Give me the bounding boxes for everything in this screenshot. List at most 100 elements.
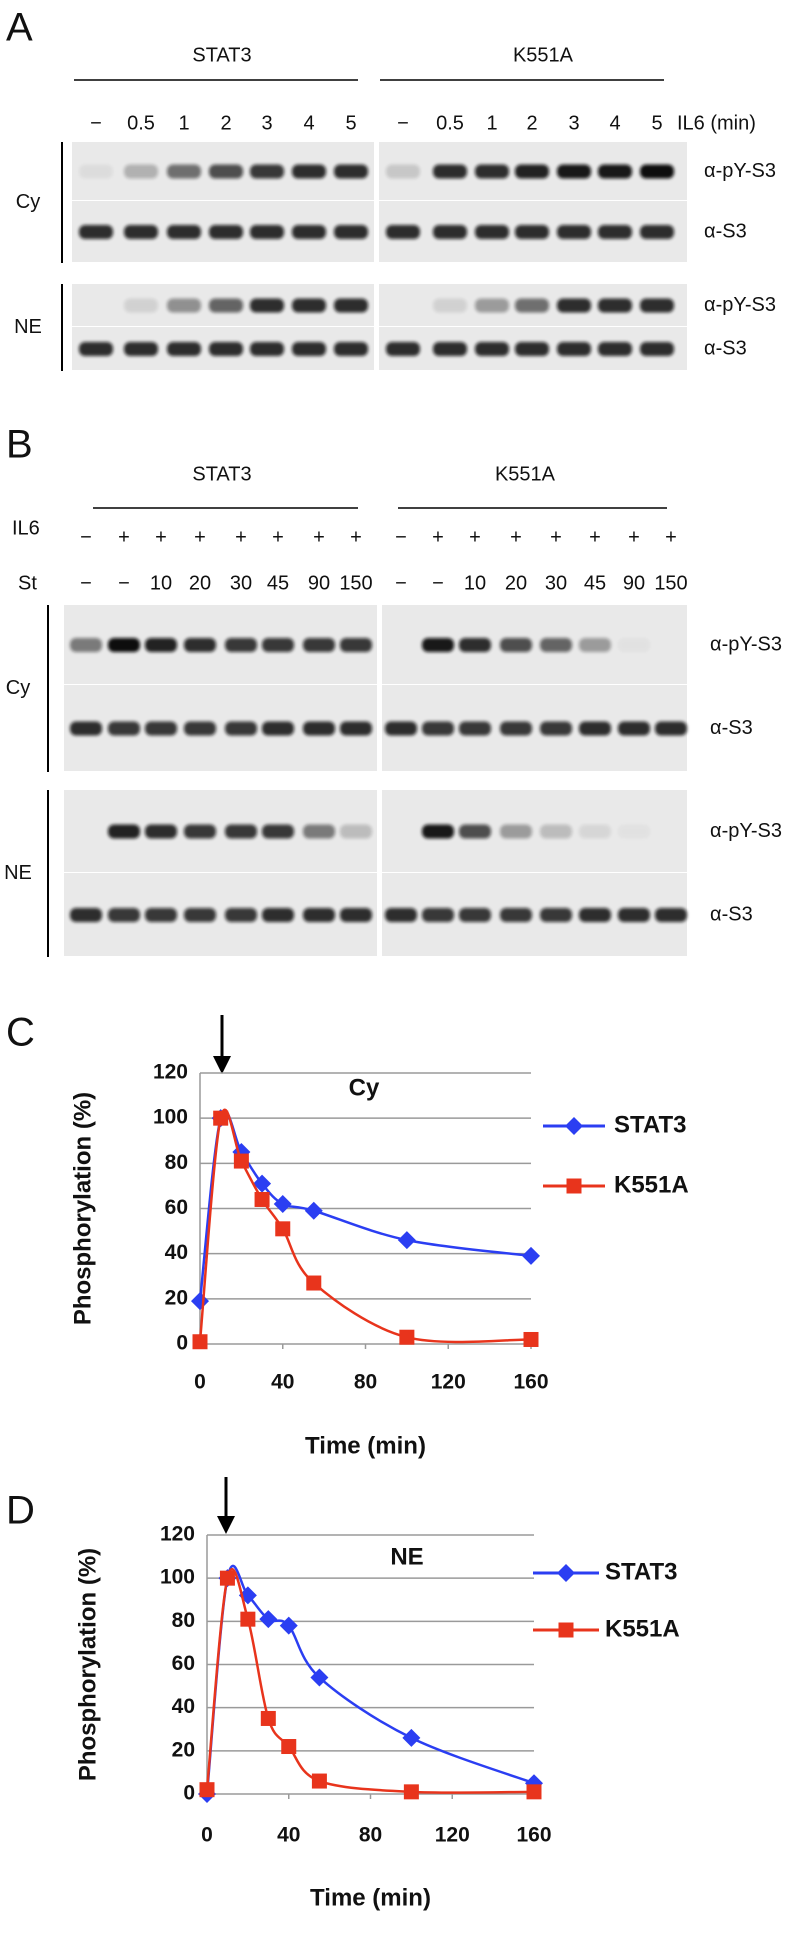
band <box>579 638 611 652</box>
band <box>618 638 650 652</box>
lane-label: − <box>80 572 92 594</box>
band <box>640 164 674 179</box>
point <box>306 1275 322 1291</box>
x-axis-label: Time (min) <box>305 1432 426 1459</box>
band <box>303 638 335 652</box>
lane-label: 4 <box>303 112 314 134</box>
band <box>540 824 572 839</box>
antibody-label: α-S3 <box>710 717 753 739</box>
fraction-label: Cy <box>16 191 40 213</box>
lane-label: + <box>510 526 522 548</box>
antibody-label: α-pY-S3 <box>704 160 776 182</box>
lane-label: + <box>628 526 640 548</box>
lane-label: − <box>80 526 92 548</box>
panel-d: D 0 20 40 60 80 100 120 0 40 80 120 160 NE Time (min) P… <box>6 1477 680 1911</box>
band <box>475 342 509 356</box>
band <box>422 721 454 736</box>
band <box>124 164 158 179</box>
series-line <box>205 1564 535 1795</box>
x-axis-label: Time (min) <box>310 1884 431 1911</box>
lane-label: + <box>350 526 362 548</box>
y-tick-label: 80 <box>165 1151 188 1174</box>
band <box>340 721 372 736</box>
lane-label: 5 <box>345 112 356 134</box>
y-tick-label: 20 <box>172 1738 195 1761</box>
legend-label: STAT3 <box>614 1111 686 1138</box>
point <box>192 1334 208 1350</box>
band <box>334 298 368 313</box>
lane-label: + <box>550 526 562 548</box>
antibody-label: α-S3 <box>710 903 753 925</box>
band <box>225 824 257 839</box>
lane-label: − <box>395 572 407 594</box>
band <box>422 824 454 839</box>
lane-label: + <box>194 526 206 548</box>
y-tick-label: 20 <box>165 1286 188 1309</box>
band <box>515 225 549 239</box>
y-tick-label: 120 <box>160 1523 195 1546</box>
band <box>262 824 294 839</box>
band <box>145 638 177 652</box>
point <box>219 1570 235 1586</box>
band <box>540 908 572 922</box>
group-label: STAT3 <box>192 44 251 66</box>
band <box>124 298 158 313</box>
point <box>253 1174 272 1193</box>
antibody-label: α-pY-S3 <box>710 633 782 655</box>
band <box>167 164 201 179</box>
y-tick-label: 100 <box>160 1566 195 1589</box>
row-label: St <box>18 572 37 594</box>
band <box>515 164 549 179</box>
lane-label: 150 <box>339 572 372 594</box>
band <box>334 342 368 356</box>
band <box>386 225 420 239</box>
fraction-label: NE <box>14 316 42 338</box>
lane-label: 10 <box>464 572 486 594</box>
point <box>233 1153 249 1169</box>
x-tick-label: 160 <box>513 1371 548 1394</box>
band <box>70 638 102 652</box>
point <box>259 1610 278 1629</box>
band <box>618 721 650 736</box>
lane-label: 150 <box>654 572 687 594</box>
band <box>618 908 650 922</box>
x-tick-label: 40 <box>271 1371 294 1394</box>
lane-label: + <box>155 526 167 548</box>
x-tick-label: 120 <box>435 1824 470 1847</box>
lane-label: 3 <box>261 112 272 134</box>
antibody-label: α-S3 <box>704 220 747 242</box>
y-tick-label: 40 <box>165 1241 188 1264</box>
x-tick-label: 40 <box>277 1824 300 1847</box>
series-line <box>198 1109 532 1302</box>
band <box>79 164 113 179</box>
y-tick-label: 0 <box>176 1332 188 1355</box>
band <box>303 824 335 839</box>
band <box>385 721 417 736</box>
band <box>184 908 216 922</box>
panel-letter: B <box>6 423 33 467</box>
point <box>199 1782 215 1798</box>
row-label: IL6 (min) <box>677 112 756 134</box>
arrow-head <box>217 1516 235 1534</box>
band <box>422 908 454 922</box>
band <box>184 638 216 652</box>
band <box>167 298 201 313</box>
y-axis-label: Phosphorylation (%) <box>69 1092 96 1325</box>
band <box>598 164 632 179</box>
legend-label: K551A <box>614 1171 689 1198</box>
lane-label: 90 <box>623 572 645 594</box>
band <box>209 225 243 239</box>
band <box>145 908 177 922</box>
x-tick-label: 80 <box>354 1371 377 1394</box>
band <box>79 225 113 239</box>
band <box>655 721 687 736</box>
band <box>108 824 140 839</box>
band <box>475 164 509 179</box>
point <box>240 1611 256 1627</box>
band <box>557 225 591 239</box>
lane-label: + <box>665 526 677 548</box>
lane-label: + <box>432 526 444 548</box>
band <box>292 164 326 179</box>
lane-label: − <box>432 572 444 594</box>
